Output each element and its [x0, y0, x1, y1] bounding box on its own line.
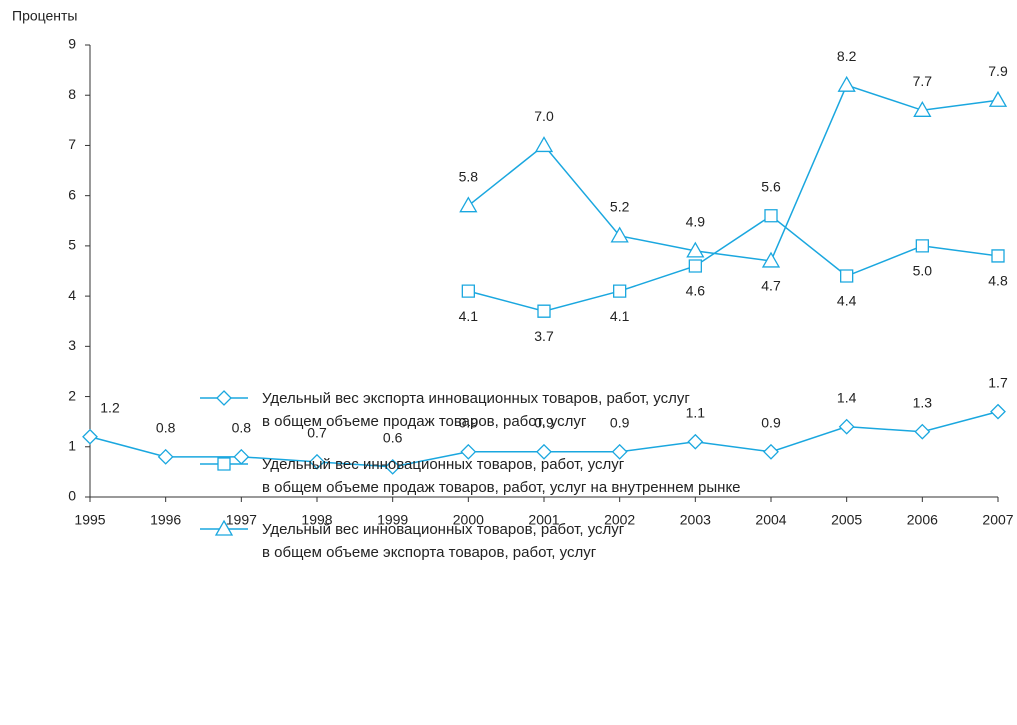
data-label: 0.6: [383, 430, 403, 446]
y-tick-label: 9: [68, 36, 76, 52]
point-marker: [687, 433, 704, 450]
point-marker: [838, 418, 855, 435]
x-tick-label: 2000: [453, 512, 484, 528]
y-tick-label: 5: [68, 237, 76, 253]
point-marker: [157, 448, 174, 465]
point-marker: [537, 304, 551, 318]
data-label: 3.7: [534, 328, 554, 344]
legend-text: Удельный вес инновационных товаров, рабо…: [262, 521, 625, 561]
data-label: 1.4: [837, 389, 857, 405]
data-label: 0.8: [156, 420, 176, 436]
y-tick-label: 0: [68, 488, 76, 504]
x-tick-label: 1996: [150, 512, 181, 528]
point-marker: [459, 196, 478, 213]
x-tick-label: 2007: [982, 512, 1013, 528]
data-label: 5.2: [610, 199, 630, 215]
data-label: 8.2: [837, 48, 857, 64]
y-tick-label: 6: [68, 186, 76, 202]
data-label: 1.1: [686, 404, 706, 420]
point-marker: [914, 423, 931, 440]
data-label: 1.2: [100, 399, 120, 415]
x-tick-label: 2001: [528, 512, 559, 528]
data-label: 4.9: [686, 214, 706, 230]
y-tick-label: 7: [68, 136, 76, 152]
point-marker: [915, 239, 929, 253]
point-marker: [460, 443, 477, 460]
point-marker: [611, 443, 628, 460]
point-marker: [761, 251, 781, 268]
point-marker: [233, 448, 250, 465]
x-tick-label: 2004: [755, 512, 786, 528]
x-tick-label: 1997: [226, 512, 257, 528]
y-tick-label: 4: [68, 287, 76, 303]
point-marker: [988, 90, 1008, 107]
legend-marker: [214, 519, 234, 536]
data-label: 0.9: [761, 415, 781, 431]
data-label: 4.6: [686, 283, 706, 299]
point-marker: [309, 453, 325, 470]
point-marker: [610, 226, 629, 243]
data-label: 7.9: [988, 63, 1008, 79]
data-label: 1.7: [988, 374, 1008, 390]
point-marker: [991, 249, 1005, 263]
point-marker: [837, 75, 856, 92]
point-marker: [534, 136, 554, 153]
data-label: 4.1: [459, 308, 479, 324]
data-label: 4.1: [610, 308, 630, 324]
data-label: 5.0: [913, 263, 933, 279]
data-label: 0.7: [307, 425, 327, 441]
series-line: [468, 214, 999, 312]
y-tick-label: 3: [68, 337, 76, 353]
point-marker: [613, 284, 627, 298]
x-tick-label: 2005: [831, 512, 862, 528]
x-tick-label: 1999: [377, 512, 408, 528]
point-marker: [384, 458, 401, 475]
x-tick-label: 2006: [907, 512, 938, 528]
data-label: 4.4: [837, 293, 857, 309]
data-label: 1.3: [913, 394, 933, 410]
point-marker: [688, 259, 702, 273]
y-tick-label: 1: [68, 437, 76, 453]
point-marker: [990, 403, 1006, 420]
data-label: 0.8: [232, 420, 252, 436]
data-label: 7.7: [913, 73, 933, 89]
point-marker: [461, 284, 475, 298]
data-label: 0.9: [459, 415, 479, 431]
y-tick-label: 8: [68, 86, 76, 102]
legend-marker: [217, 457, 231, 471]
legend-text: Удельный вес инновационных товаров, рабо…: [262, 456, 741, 496]
point-marker: [764, 209, 778, 223]
point-marker: [686, 241, 705, 258]
y-axis-label: Проценты: [12, 8, 78, 24]
x-tick-label: 1998: [301, 512, 332, 528]
point-marker: [913, 100, 932, 117]
series-line: [467, 84, 999, 262]
x-tick-label: 1995: [74, 512, 105, 528]
point-marker: [82, 428, 98, 445]
data-label: 4.8: [988, 273, 1008, 289]
data-label: 5.6: [761, 178, 781, 194]
legend-text: Удельный вес экспорта инновационных това…: [262, 390, 690, 430]
point-marker: [763, 443, 779, 460]
data-label: 0.9: [610, 415, 630, 431]
x-tick-label: 2003: [680, 512, 711, 528]
data-label: 5.8: [459, 168, 479, 184]
data-label: 0.9: [534, 415, 554, 431]
point-marker: [840, 269, 854, 283]
data-label: 7.0: [534, 108, 554, 124]
x-tick-label: 2002: [604, 512, 635, 528]
data-label: 4.7: [761, 278, 781, 294]
y-tick-label: 2: [68, 387, 76, 403]
legend-marker: [216, 390, 232, 406]
point-marker: [536, 443, 552, 460]
